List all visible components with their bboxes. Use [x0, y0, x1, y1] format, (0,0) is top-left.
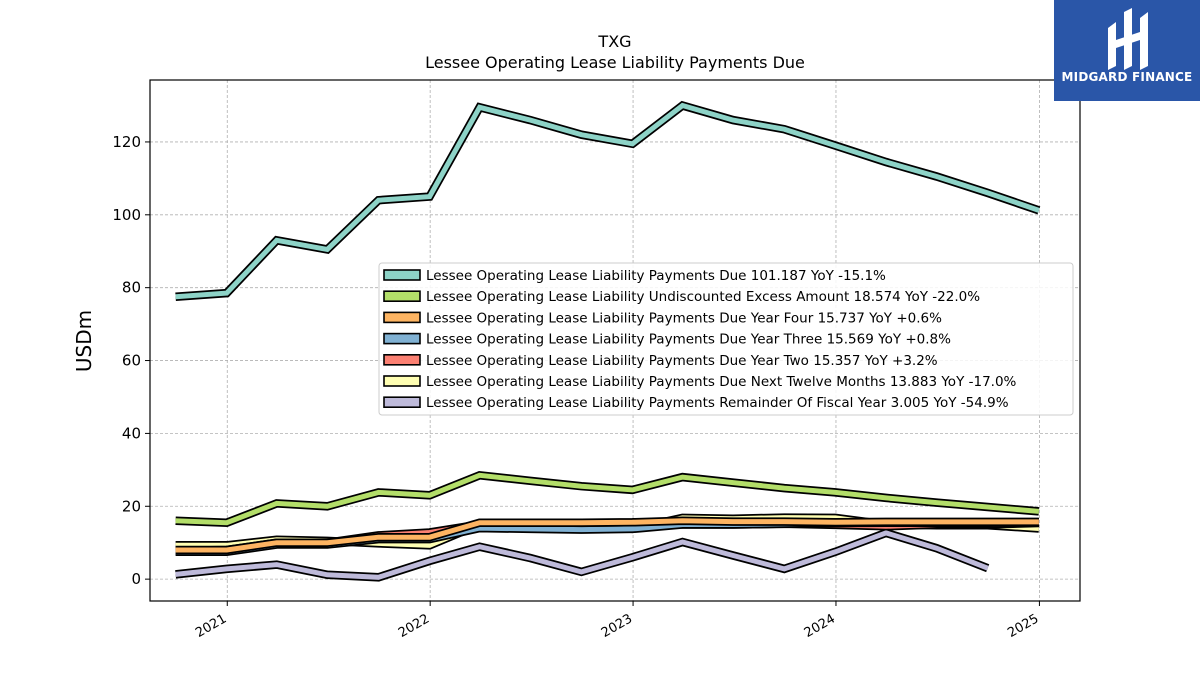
- brand-logo-mark-icon: [1108, 8, 1148, 70]
- legend-swatch: [383, 290, 421, 303]
- y-tick-label: 100: [112, 206, 141, 224]
- series-line: [175, 470, 1040, 527]
- y-axis: 0 20 40 60 80 100 120: [112, 133, 150, 588]
- y-tick-label: 120: [112, 133, 141, 151]
- chart-title: TXG: [597, 32, 631, 51]
- legend-entry: Lessee Operating Lease Liability Undisco…: [426, 289, 980, 305]
- y-tick-label: 0: [131, 570, 141, 588]
- series-line-outline: [175, 516, 1039, 555]
- x-tick-label: 2021: [193, 611, 229, 641]
- y-tick-label: 20: [122, 497, 141, 515]
- series-line: [175, 516, 1039, 555]
- legend-entry: Lessee Operating Lease Liability Payment…: [426, 268, 886, 284]
- legend-entry: Lessee Operating Lease Liability Payment…: [426, 395, 1009, 411]
- legend-swatch: [383, 269, 421, 281]
- plot-frame: [149, 79, 1081, 602]
- x-axis: 2021 2022 2023 2024 2025: [193, 601, 1041, 641]
- legend-entry: Lessee Operating Lease Liability Payment…: [426, 374, 1017, 390]
- chart-subtitle: Lessee Operating Lease Liability Payment…: [425, 53, 805, 72]
- legend-swatch: [383, 332, 421, 345]
- legend-entry: Lessee Operating Lease Liability Payment…: [426, 353, 938, 369]
- legend-entry: Lessee Operating Lease Liability Payment…: [426, 332, 951, 348]
- legend-swatch: [383, 311, 421, 324]
- legend-frame: [378, 262, 1074, 416]
- series-line: [175, 528, 990, 582]
- series-line: [175, 100, 1041, 302]
- y-axis-label: USDm: [72, 310, 96, 372]
- x-tick-label: 2022: [396, 611, 432, 641]
- series-line-fill: [175, 530, 989, 580]
- x-tick-label: 2024: [802, 611, 838, 641]
- series-line-fill: [175, 102, 1040, 300]
- brand-name: MIDGARD FINANCE: [1061, 70, 1193, 84]
- legend: Lessee Operating Lease Liability Payment…: [378, 262, 1074, 416]
- x-tick-label: 2023: [599, 611, 635, 641]
- y-tick-label: 40: [122, 424, 141, 442]
- legend-swatch: [383, 396, 421, 409]
- y-tick-label: 80: [122, 279, 141, 297]
- series-layer: [175, 100, 1041, 582]
- y-tick-label: 60: [122, 352, 141, 370]
- brand-logo: MIDGARD FINANCE: [1054, 0, 1200, 101]
- legend-entry: Lessee Operating Lease Liability Payment…: [426, 310, 942, 326]
- series-line-fill: [175, 472, 1040, 526]
- series-line-fill: [175, 518, 1039, 553]
- legend-swatch: [383, 375, 421, 387]
- legend-swatch: [383, 353, 421, 366]
- x-tick-label: 2025: [1005, 611, 1041, 641]
